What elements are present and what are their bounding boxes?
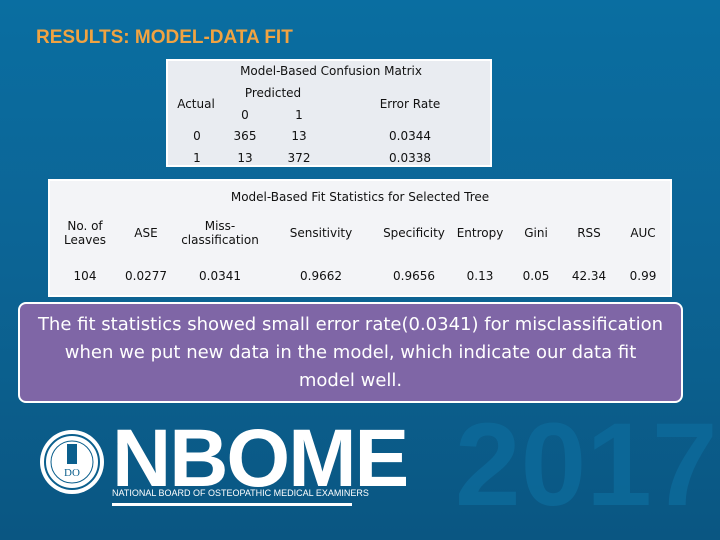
predicted-header: Predicted — [244, 86, 302, 100]
header-no-of-leaves: No. of Leaves — [64, 219, 106, 247]
value-auc: 0.99 — [629, 269, 657, 283]
actual-class-0: 0 — [193, 129, 201, 143]
predicted-class-1: 1 — [295, 108, 303, 122]
actual-class-1: 1 — [193, 151, 201, 165]
fit-statistics-title: Model-Based Fit Statistics for Selected … — [230, 190, 490, 204]
cm-cell-0-0: 365 — [233, 129, 257, 143]
actual-header: Actual — [177, 97, 215, 111]
nbome-logo-subtitle: NATIONAL BOARD OF OSTEOPATHIC MEDICAL EX… — [112, 488, 369, 498]
svg-text:DO: DO — [64, 467, 80, 479]
error-rate-header: Error Rate — [379, 97, 441, 111]
value-entropy: 0.13 — [466, 269, 494, 283]
cm-cell-1-0: 13 — [237, 151, 253, 165]
fit-statistics-table: Model-Based Fit Statistics for Selected … — [48, 179, 672, 297]
value-ase: 0.0277 — [125, 269, 167, 283]
value-no-of-leaves: 104 — [73, 269, 97, 283]
header-entropy: Entropy — [456, 226, 504, 240]
slide-lower-background — [0, 390, 720, 540]
header-auc: AUC — [630, 226, 656, 240]
cm-cell-0-1: 13 — [291, 129, 307, 143]
nbome-seal-icon: DO — [40, 430, 104, 494]
confusion-matrix-table: Model-Based Confusion Matrix Predicted A… — [166, 59, 492, 167]
header-misclassification: Miss-classification — [181, 219, 259, 247]
header-sensitivity: Sensitivity — [289, 226, 353, 240]
value-specificity: 0.9656 — [393, 269, 435, 283]
value-rss: 42.34 — [571, 269, 607, 283]
conclusion-text: The fit statistics showed small error ra… — [37, 313, 664, 391]
header-rss: RSS — [577, 226, 601, 240]
logo-underline — [112, 503, 352, 506]
cm-error-rate-0: 0.0344 — [389, 129, 431, 143]
header-specificity: Specificity — [383, 226, 445, 240]
nbome-logo-wordmark: NBOME — [112, 413, 409, 504]
year-watermark: 2017 — [455, 399, 718, 531]
conclusion-callout: The fit statistics showed small error ra… — [18, 302, 683, 403]
slide-title: RESULTS: MODEL-DATA FIT — [36, 27, 293, 48]
header-gini: Gini — [524, 226, 548, 240]
cm-cell-1-1: 372 — [287, 151, 311, 165]
confusion-matrix-title: Model-Based Confusion Matrix — [240, 64, 422, 78]
header-ase: ASE — [134, 226, 158, 240]
predicted-class-0: 0 — [241, 108, 249, 122]
value-sensitivity: 0.9662 — [300, 269, 342, 283]
cm-error-rate-1: 0.0338 — [389, 151, 431, 165]
value-gini: 0.05 — [522, 269, 550, 283]
value-misclassification: 0.0341 — [199, 269, 241, 283]
